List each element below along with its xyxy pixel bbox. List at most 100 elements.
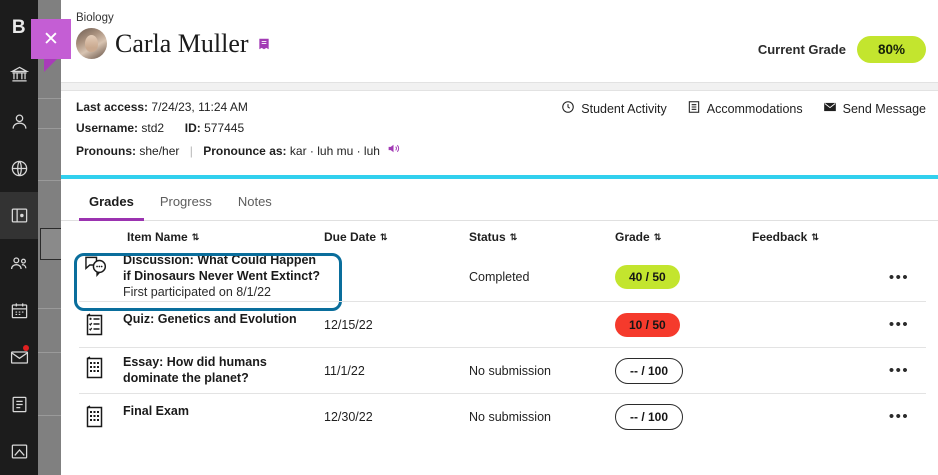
audio-playback-icon[interactable] [387,144,400,158]
student-detail-panel: Biology Carla Muller Current Grade 80% L… [61,0,938,475]
quiz-icon [79,312,113,337]
column-header-due-date[interactable]: Due Date ⇅ [324,230,469,244]
row-menu-button[interactable]: ••• [888,408,910,426]
column-label-status: Status [469,230,506,244]
panel-tabs: Grades Progress Notes [61,179,938,221]
document-icon [687,100,701,117]
sort-icon: ⇅ [653,231,661,242]
table-row[interactable]: Final Exam 12/30/22 No submission -- / 1… [79,393,926,439]
grade-badge: 10 / 50 [615,312,680,337]
row-menu-button[interactable]: ••• [888,268,910,286]
tab-grades[interactable]: Grades [79,191,144,221]
accent-divider [61,175,938,179]
sort-icon: ⇅ [380,231,387,242]
sort-icon: ⇅ [191,231,199,242]
grades-icon[interactable] [0,381,38,428]
tools-icon[interactable] [0,428,38,475]
username-value: std2 [141,121,165,135]
table-row[interactable]: Discussion: What Could Happen if Dinosau… [74,253,926,311]
accommodations-link[interactable]: Accommodations [687,100,803,117]
table-header-row: Item Name ⇅ Due Date ⇅ Status ⇅ Grade ⇅ … [79,221,926,253]
assignment-icon [79,404,113,429]
pronounce-label: Pronounce as: [203,144,287,158]
last-access-row: Last access: 7/24/23, 11:24 AM [76,100,938,114]
item-title: Discussion: What Could Happen if Dinosau… [123,253,321,283]
tab-notes[interactable]: Notes [237,194,272,209]
envelope-icon [823,100,837,117]
panel-header: Biology Carla Muller Current Grade 80% [61,0,938,82]
close-icon: ✕ [43,28,59,50]
close-tab-notch [44,59,57,72]
grades-table: Item Name ⇅ Due Date ⇅ Status ⇅ Grade ⇅ … [61,221,938,439]
grade-badge: -- / 100 [615,357,684,384]
cell-status: No submission [469,409,551,424]
id-value: 577445 [204,121,245,135]
clock-icon [561,100,575,117]
student-activity-label: Student Activity [581,101,667,116]
table-row[interactable]: Essay: How did humans dominate the plane… [79,347,926,393]
table-row[interactable]: Quiz: Genetics and Evolution 12/15/22 10… [79,301,926,347]
page-title: Carla Muller [115,28,249,58]
username-label: Username: [76,121,139,135]
sort-icon: ⇅ [509,231,517,242]
column-header-status[interactable]: Status ⇅ [469,230,615,244]
assignment-icon [79,355,113,380]
cell-status: No submission [469,363,551,378]
column-label-grade: Grade [615,230,650,244]
student-identity: Carla Muller [76,28,271,59]
item-subtitle: First participated on 8/1/22 [123,285,271,300]
column-label-feedback: Feedback [752,230,808,244]
column-header-feedback[interactable]: Feedback ⇅ [752,230,872,244]
avatar [76,28,107,59]
courses-icon[interactable] [0,192,38,240]
pronounce-value: kar · luh mu · luh [289,144,380,158]
grade-badge: -- / 100 [615,403,684,430]
calendar-icon[interactable] [0,287,38,334]
student-activity-link[interactable]: Student Activity [561,100,667,117]
pronouns-row: Pronouns: she/her | Pronounce as: kar · … [76,142,938,158]
profile-icon[interactable] [0,98,38,145]
header-divider [61,82,938,91]
cell-due-date: 12/15/22 [324,317,373,332]
messages-unread-badge [23,344,29,351]
username-row: Username: std2 ID: 577445 [76,121,938,135]
student-profile-card-icon[interactable] [257,37,271,51]
messages-icon[interactable] [0,334,38,381]
groups-icon[interactable] [0,239,38,286]
institution-icon[interactable] [0,51,38,98]
row-menu-button[interactable]: ••• [888,316,910,334]
cell-due-date: 12/30/22 [324,409,373,424]
course-label: Biology [76,12,114,24]
close-panel-button[interactable]: ✕ [31,19,71,59]
last-access-label: Last access: [76,100,149,114]
column-label-due-date: Due Date [324,230,377,244]
send-message-link[interactable]: Send Message [823,100,926,117]
current-grade-block: Current Grade 80% [758,36,926,63]
column-header-grade[interactable]: Grade ⇅ [615,230,752,244]
item-title: Quiz: Genetics and Evolution [123,312,297,327]
grade-badge: 40 / 50 [615,265,680,290]
item-title: Final Exam [123,404,189,419]
pronouns-divider: | [189,144,193,158]
globe-icon[interactable] [0,145,38,192]
discussion-icon [79,253,113,277]
send-message-label: Send Message [842,101,926,116]
current-grade-label: Current Grade [757,42,846,57]
item-title: Essay: How did humans dominate the plane… [123,355,267,385]
student-info-band: Last access: 7/24/23, 11:24 AM Username:… [61,91,938,175]
current-grade-value: 80% [856,36,926,63]
rail-brand-letter: B [11,16,27,38]
tab-progress[interactable]: Progress [159,194,212,209]
pronouns-value: she/her [139,144,180,158]
column-header-item-name[interactable]: Item Name ⇅ [79,230,324,244]
cell-status: Completed [469,270,530,285]
last-access-value: 7/24/23, 11:24 AM [151,100,248,114]
pronouns-label: Pronouns: [76,144,136,158]
cell-due-date: 11/1/22 [324,363,365,378]
row-menu-button[interactable]: ••• [888,362,910,380]
accommodations-label: Accommodations [706,101,803,116]
rail-brand: B [0,4,38,51]
header-actions: Student Activity Accommodations Send Mes… [561,100,926,117]
id-label: ID: [184,121,201,135]
